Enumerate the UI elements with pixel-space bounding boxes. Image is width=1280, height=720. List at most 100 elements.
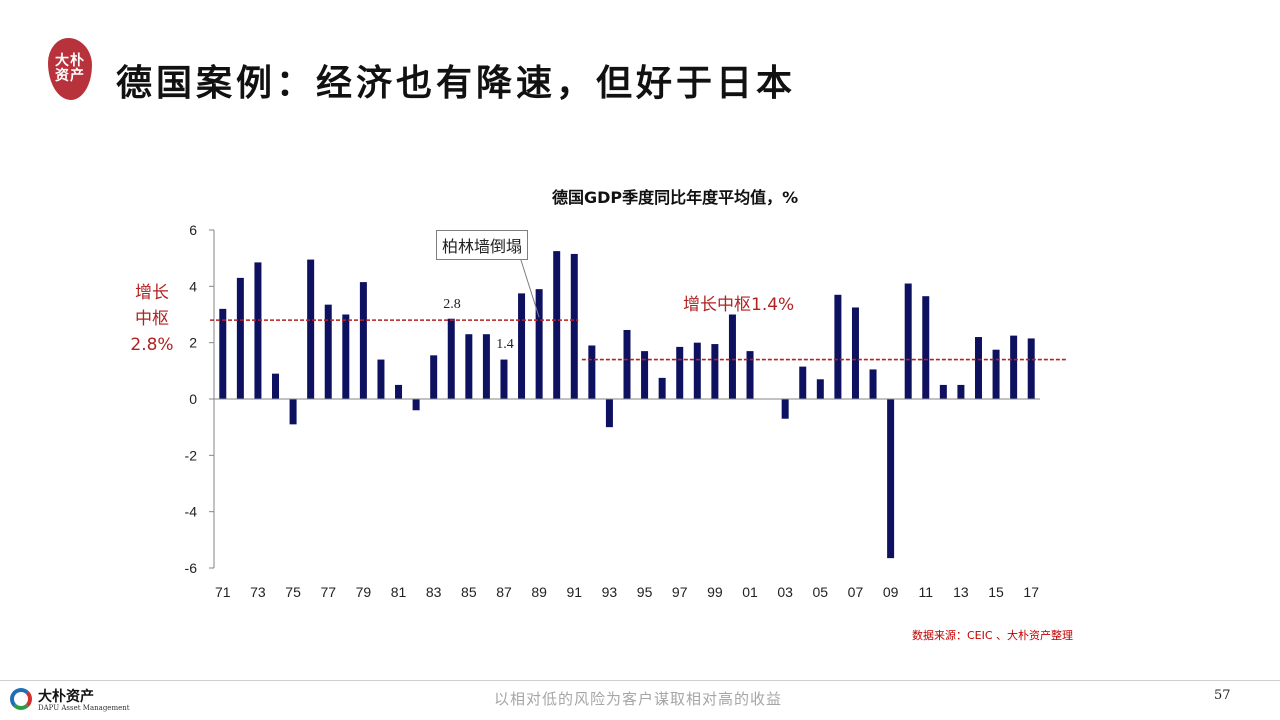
- x-tick-label: 15: [988, 584, 1004, 600]
- bar-16: [1010, 335, 1018, 399]
- logo-line-2: 资产: [55, 68, 85, 84]
- x-tick-label: 03: [777, 584, 793, 600]
- bar-13: [957, 384, 965, 399]
- page-title: 德国案例：经济也有降速，但好于日本: [116, 62, 797, 104]
- bar-76: [307, 259, 315, 399]
- bar-85: [465, 334, 473, 399]
- y-tick-label: 4: [189, 278, 197, 294]
- x-tick-label: 93: [602, 584, 618, 600]
- bar-12: [939, 384, 947, 399]
- bar-89: [535, 289, 543, 399]
- x-tick-label: 75: [285, 584, 301, 600]
- bar-78: [342, 314, 350, 399]
- bar-15: [992, 349, 1000, 399]
- x-tick-label: 09: [883, 584, 899, 600]
- chart-title: 德国GDP季度同比年度平均值，%: [552, 188, 799, 207]
- bar-79: [359, 282, 367, 399]
- y-tick-label: 6: [189, 222, 197, 238]
- bar-07: [851, 307, 859, 399]
- x-tick-label: 97: [672, 584, 688, 600]
- bar-73: [254, 262, 262, 399]
- bar-93: [605, 399, 613, 428]
- x-tick-label: 99: [707, 584, 723, 600]
- bar-87: [500, 359, 508, 399]
- bar-14: [974, 337, 982, 399]
- label-2.8: 2.8: [443, 297, 461, 312]
- bar-04: [799, 366, 807, 399]
- footer-divider: [0, 680, 1280, 681]
- bar-81: [395, 384, 403, 399]
- x-tick-label: 89: [531, 584, 547, 600]
- logo-ring-icon: [10, 688, 32, 710]
- x-tick-label: 83: [426, 584, 442, 600]
- left-center-annotation: 增长 中枢 2.8%: [124, 280, 180, 358]
- bar-11: [922, 296, 930, 399]
- x-tick-label: 85: [461, 584, 477, 600]
- data-source: 数据来源：CEIC 、大朴资产整理: [912, 629, 1074, 642]
- x-tick-label: 81: [391, 584, 407, 600]
- left-center-line-3: 2.8%: [130, 335, 174, 355]
- x-tick-label: 87: [496, 584, 512, 600]
- callout-pointer: [519, 256, 540, 318]
- y-tick-label: -4: [185, 504, 198, 520]
- y-tick-label: -6: [185, 560, 198, 576]
- bar-74: [272, 373, 280, 399]
- bar-90: [553, 251, 561, 399]
- bar-08: [869, 369, 877, 399]
- label-1.4: 1.4: [496, 337, 514, 352]
- bar-80: [377, 359, 385, 399]
- footer-logo: 大朴资产 DAPU Asset Management: [10, 686, 130, 716]
- footer-slogan-text: 以相对低的风险为客户谋取相对高的收益: [493, 690, 782, 708]
- x-tick-label: 01: [742, 584, 758, 600]
- bar-03: [781, 399, 789, 419]
- bar-77: [324, 304, 332, 399]
- x-tick-label: 11: [918, 584, 933, 600]
- bar-71: [219, 308, 227, 399]
- bar-10: [904, 283, 912, 399]
- y-tick-label: 2: [189, 335, 197, 351]
- berlin-wall-callout: 柏林墙倒塌: [436, 230, 529, 260]
- footer-logo-en: DAPU Asset Management: [38, 704, 130, 712]
- x-tick-label: 91: [566, 584, 582, 600]
- bar-17: [1027, 338, 1035, 399]
- left-center-line-2: 中枢: [135, 309, 169, 329]
- bar-96: [658, 377, 666, 399]
- bar-91: [570, 253, 578, 399]
- x-tick-label: 77: [320, 584, 336, 600]
- bar-05: [816, 379, 824, 399]
- footer-slogan: 以相对低的风险为客户谋取相对高的收益: [0, 688, 1280, 709]
- bar-86: [482, 334, 490, 399]
- bar-06: [834, 294, 842, 399]
- right-center-annotation: 增长中枢1.4%: [683, 295, 795, 315]
- brand-seal-logo: 大朴 资产: [48, 38, 92, 100]
- bar-99: [711, 344, 719, 399]
- footer-logo-cn: 大朴资产: [38, 689, 94, 705]
- bar-95: [641, 351, 649, 399]
- x-tick-label: 07: [848, 584, 864, 600]
- page-number: 57: [1214, 688, 1231, 703]
- y-tick-label: 0: [189, 391, 197, 407]
- bar-00: [728, 314, 736, 399]
- x-tick-label: 95: [637, 584, 653, 600]
- x-tick-label: 13: [953, 584, 969, 600]
- bar-84: [447, 318, 455, 399]
- bar-88: [518, 293, 526, 399]
- bar-92: [588, 345, 596, 399]
- left-center-line-1: 增长: [135, 283, 169, 303]
- x-tick-label: 79: [356, 584, 372, 600]
- bar-83: [430, 355, 438, 399]
- bar-97: [676, 346, 684, 399]
- bar-75: [289, 399, 297, 425]
- bar-09: [887, 399, 895, 559]
- bar-01: [746, 351, 754, 399]
- bar-82: [412, 399, 420, 411]
- y-tick-label: -2: [185, 447, 198, 463]
- bar-72: [236, 277, 244, 399]
- x-tick-label: 05: [813, 584, 829, 600]
- x-tick-label: 17: [1023, 584, 1039, 600]
- x-tick-label: 73: [250, 584, 266, 600]
- x-tick-label: 71: [215, 584, 231, 600]
- bar-94: [623, 329, 631, 399]
- logo-line-1: 大朴: [55, 53, 85, 69]
